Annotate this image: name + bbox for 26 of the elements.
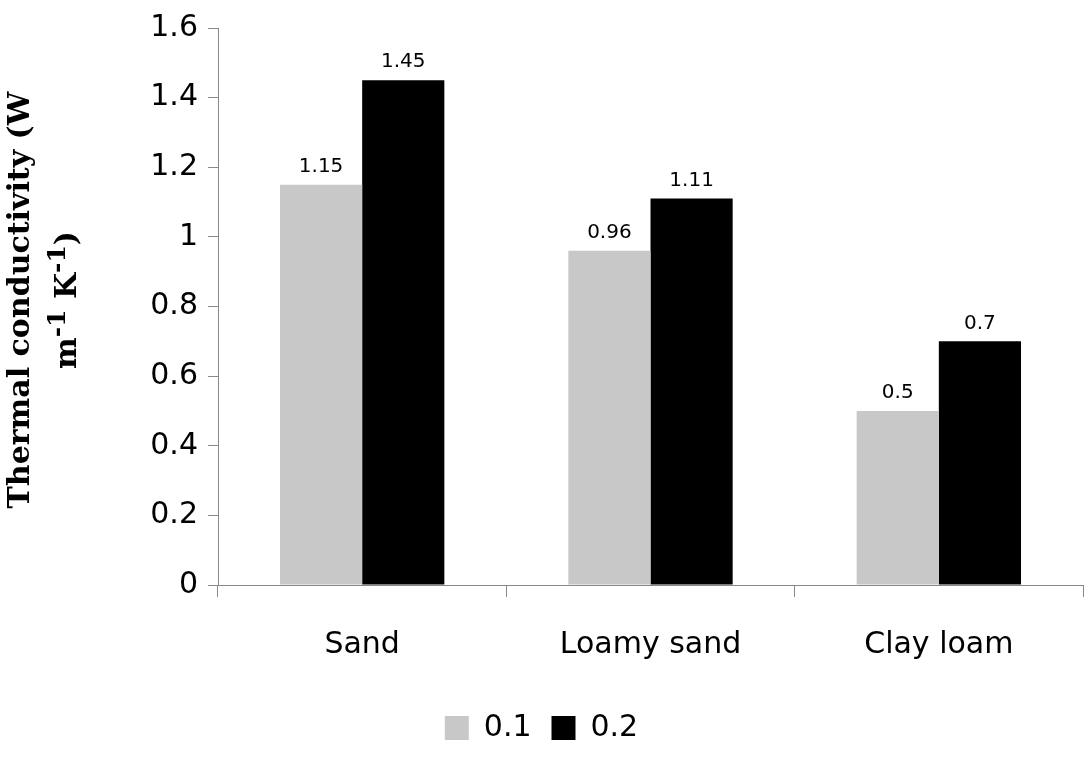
y-tick-label: 1.2: [150, 147, 198, 183]
bar: [650, 198, 733, 585]
bar: [856, 410, 939, 585]
y-tick-label: 1.6: [150, 7, 198, 43]
data-label: 0.7: [964, 309, 996, 334]
data-label: 1.15: [298, 152, 344, 177]
y-tick-label: 0.6: [150, 355, 198, 391]
y-tick-label: 0.8: [150, 286, 198, 322]
legend-label: 0.1: [483, 707, 532, 743]
y-tick-label: 1.4: [150, 77, 198, 113]
x-tick-label: Clay loam: [864, 624, 1014, 660]
legend-label: 0.2: [590, 707, 639, 743]
data-label: 1.45: [380, 48, 426, 73]
bar: [568, 250, 651, 585]
bar: [938, 341, 1022, 585]
y-tick-label: 0.2: [150, 495, 198, 531]
data-label: 1.11: [669, 166, 714, 191]
data-label: 0.96: [587, 219, 632, 243]
bar: [362, 80, 445, 585]
x-tick-label: Loamy sand: [559, 624, 742, 660]
bar: [279, 184, 363, 585]
data-label: 0.5: [881, 379, 914, 404]
y-tick-label: 0.4: [150, 425, 198, 461]
y-tick-label: 0: [178, 564, 198, 600]
x-tick-label: Sand: [324, 624, 400, 660]
y-tick-label: 1: [178, 216, 198, 252]
